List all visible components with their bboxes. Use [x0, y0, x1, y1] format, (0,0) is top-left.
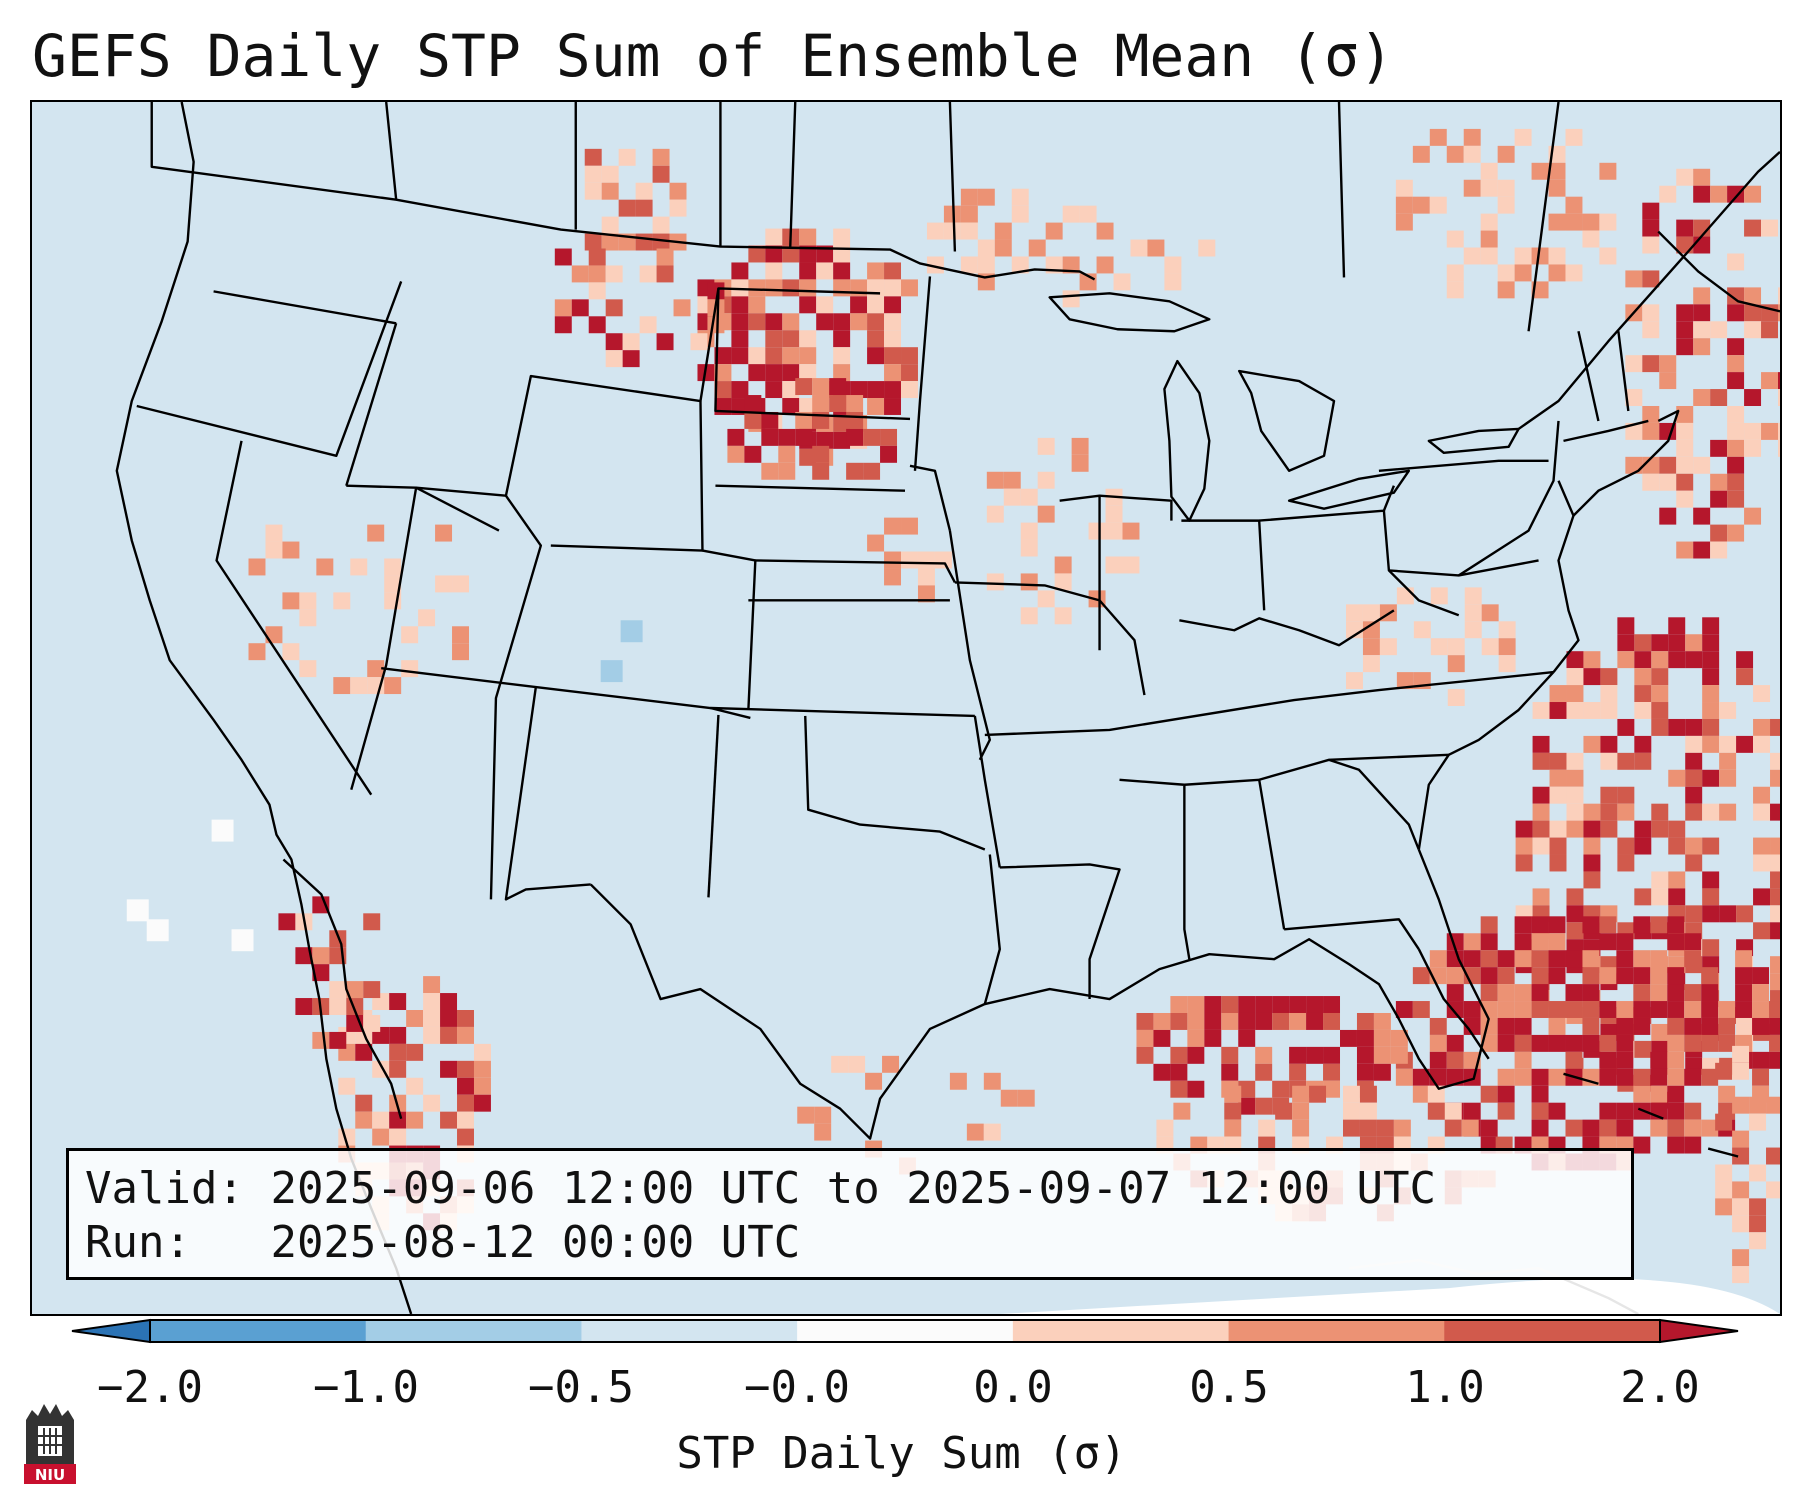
lake-ontario	[1427, 427, 1520, 455]
run-label: Run:	[85, 1217, 191, 1268]
lake-huron	[1238, 369, 1336, 472]
valid-time-range: 2025-09-06 12:00 UTC to 2025-09-07 12:00…	[270, 1163, 1437, 1214]
colorbar-label: STP Daily Sum (σ)	[676, 1428, 1127, 1479]
map-canvas	[32, 102, 1780, 1314]
colorbar-segment	[1012, 1320, 1230, 1342]
logo-text: NIU	[35, 1466, 65, 1484]
colorbar-tick: −2.0	[97, 1362, 203, 1413]
valid-line: Valid: 2025-09-06 12:00 UTC to 2025-09-0…	[85, 1163, 1436, 1214]
colorbar-tick: 0.5	[1189, 1362, 1269, 1413]
data-field	[32, 102, 1780, 1314]
background-field	[32, 102, 1780, 1314]
valid-label: Valid:	[85, 1163, 244, 1214]
colorbar-segment	[1228, 1320, 1445, 1342]
run-time: 2025-08-12 00:00 UTC	[270, 1217, 801, 1268]
lake-erie	[1287, 469, 1411, 510]
colorbar-tick: −1.0	[313, 1362, 419, 1413]
political-borders	[115, 102, 1780, 1314]
map-panel[interactable]	[30, 100, 1782, 1316]
map-title: GEFS Daily STP Sum of Ensemble Mean (σ)	[32, 22, 1394, 90]
colorbar-segment	[1444, 1320, 1661, 1342]
colorbar-tick: 0.0	[973, 1362, 1053, 1413]
colorbar-tick: −0.0	[744, 1362, 850, 1413]
colorbar-tick: −0.5	[528, 1362, 634, 1413]
colorbar-segment	[797, 1320, 1014, 1342]
colorbar-segment	[365, 1320, 582, 1342]
colorbar-tick: 1.0	[1405, 1362, 1485, 1413]
run-line: Run: 2025-08-12 00:00 UTC	[85, 1217, 800, 1268]
niu-logo: NIU	[24, 1404, 76, 1484]
lake-superior	[1048, 292, 1211, 333]
colorbar-segment	[150, 1320, 367, 1342]
validity-info-box: Valid: 2025-09-06 12:00 UTC to 2025-09-0…	[66, 1148, 1634, 1280]
colorbar	[71, 1318, 1739, 1344]
colorbar-segment	[581, 1320, 798, 1342]
colorbar-tick: 2.0	[1620, 1362, 1700, 1413]
